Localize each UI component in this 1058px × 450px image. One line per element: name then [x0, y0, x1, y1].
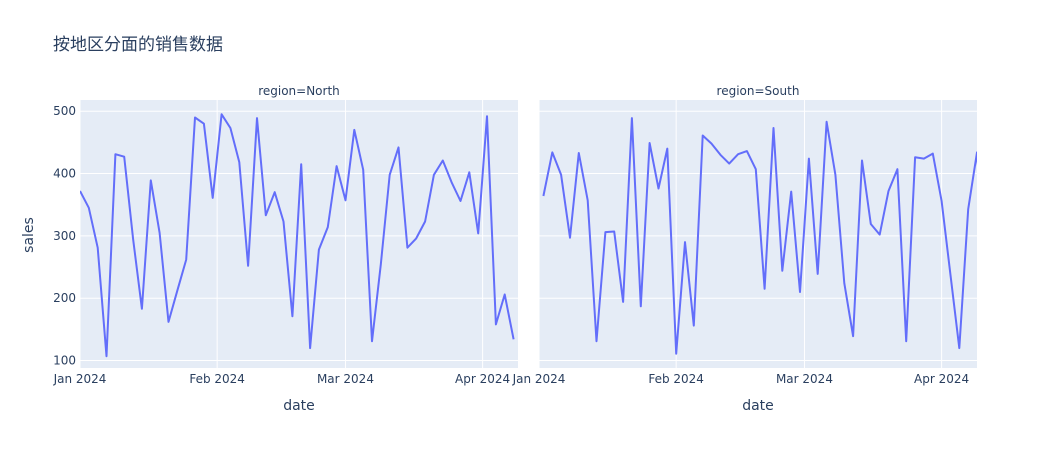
- x-tick-label: Mar 2024: [317, 372, 374, 386]
- x-tick-label: Mar 2024: [776, 372, 833, 386]
- facet-panel-1: Jan 2024 Feb 2024 Mar 2024 Apr 2024 100 200 30…: [53, 84, 518, 414]
- x-tick-label: Apr 2024: [455, 372, 510, 386]
- facet-panel-2: Jan 2024 Feb 2024 Mar 2024 Apr 2024 region=S…: [512, 84, 977, 414]
- x-tick-label: Apr 2024: [914, 372, 969, 386]
- facets-group: Jan 2024 Feb 2024 Mar 2024 Apr 2024 100 200 30…: [53, 84, 977, 414]
- x-tick-label: Jan 2024: [53, 372, 107, 386]
- x-tick-label: Feb 2024: [648, 372, 704, 386]
- series-line: [80, 113, 515, 358]
- y-axis-title: sales: [21, 217, 37, 253]
- x-tick-label: Feb 2024: [189, 372, 245, 386]
- x-axis-title: date: [283, 398, 315, 414]
- plot-area: [80, 100, 518, 368]
- y-tick-label: 500: [53, 104, 76, 118]
- y-tick-label: 200: [53, 291, 76, 305]
- series-line: [542, 117, 977, 355]
- chart-title: 按地区分面的销售数据: [53, 35, 223, 55]
- plot-area: [539, 100, 977, 368]
- y-tick-label: 400: [53, 167, 76, 181]
- x-axis-title: date: [742, 398, 774, 414]
- y-tick-label: 300: [53, 229, 76, 243]
- y-tick-label: 100: [53, 354, 76, 368]
- x-tick-label: Jan 2024: [512, 372, 566, 386]
- facet-label: region=South: [717, 84, 800, 98]
- facet-label: region=North: [258, 84, 340, 98]
